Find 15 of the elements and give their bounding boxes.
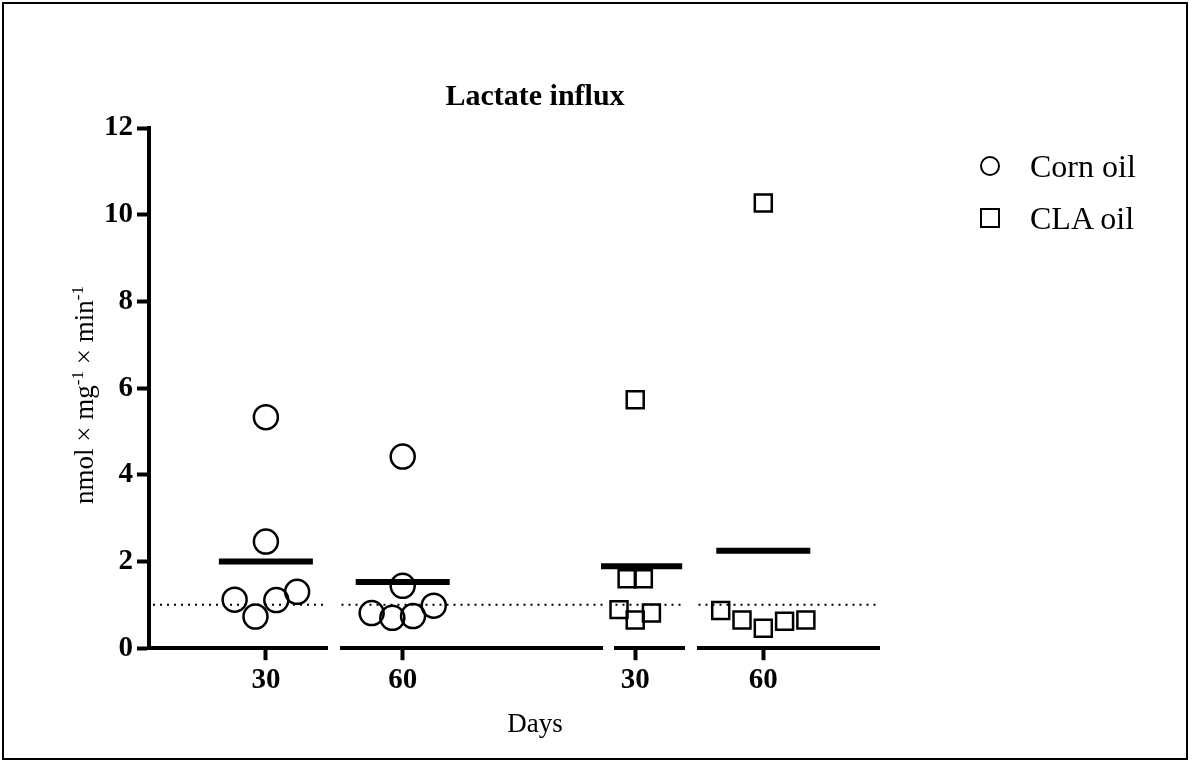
legend-label: Corn oil xyxy=(1030,147,1136,185)
text: CLA oil xyxy=(1030,199,1135,237)
y-tick-label: 10 xyxy=(104,196,133,229)
x-axis-title: Days xyxy=(507,708,563,739)
y-tick-label: 6 xyxy=(118,369,133,402)
y-tick-label: 2 xyxy=(118,542,133,575)
x-tick-label: 30 xyxy=(251,662,281,695)
y-tick-label: 0 xyxy=(118,629,133,662)
x-tick-label: 60 xyxy=(387,662,417,695)
x-tick-label: 30 xyxy=(620,662,650,695)
x-tick-label: 60 xyxy=(748,662,778,695)
chart-title: Lactate influx xyxy=(445,78,625,112)
y-tick-label: 12 xyxy=(104,109,133,142)
y-tick-label: 8 xyxy=(118,282,133,315)
y-tick-label: 4 xyxy=(118,456,133,489)
